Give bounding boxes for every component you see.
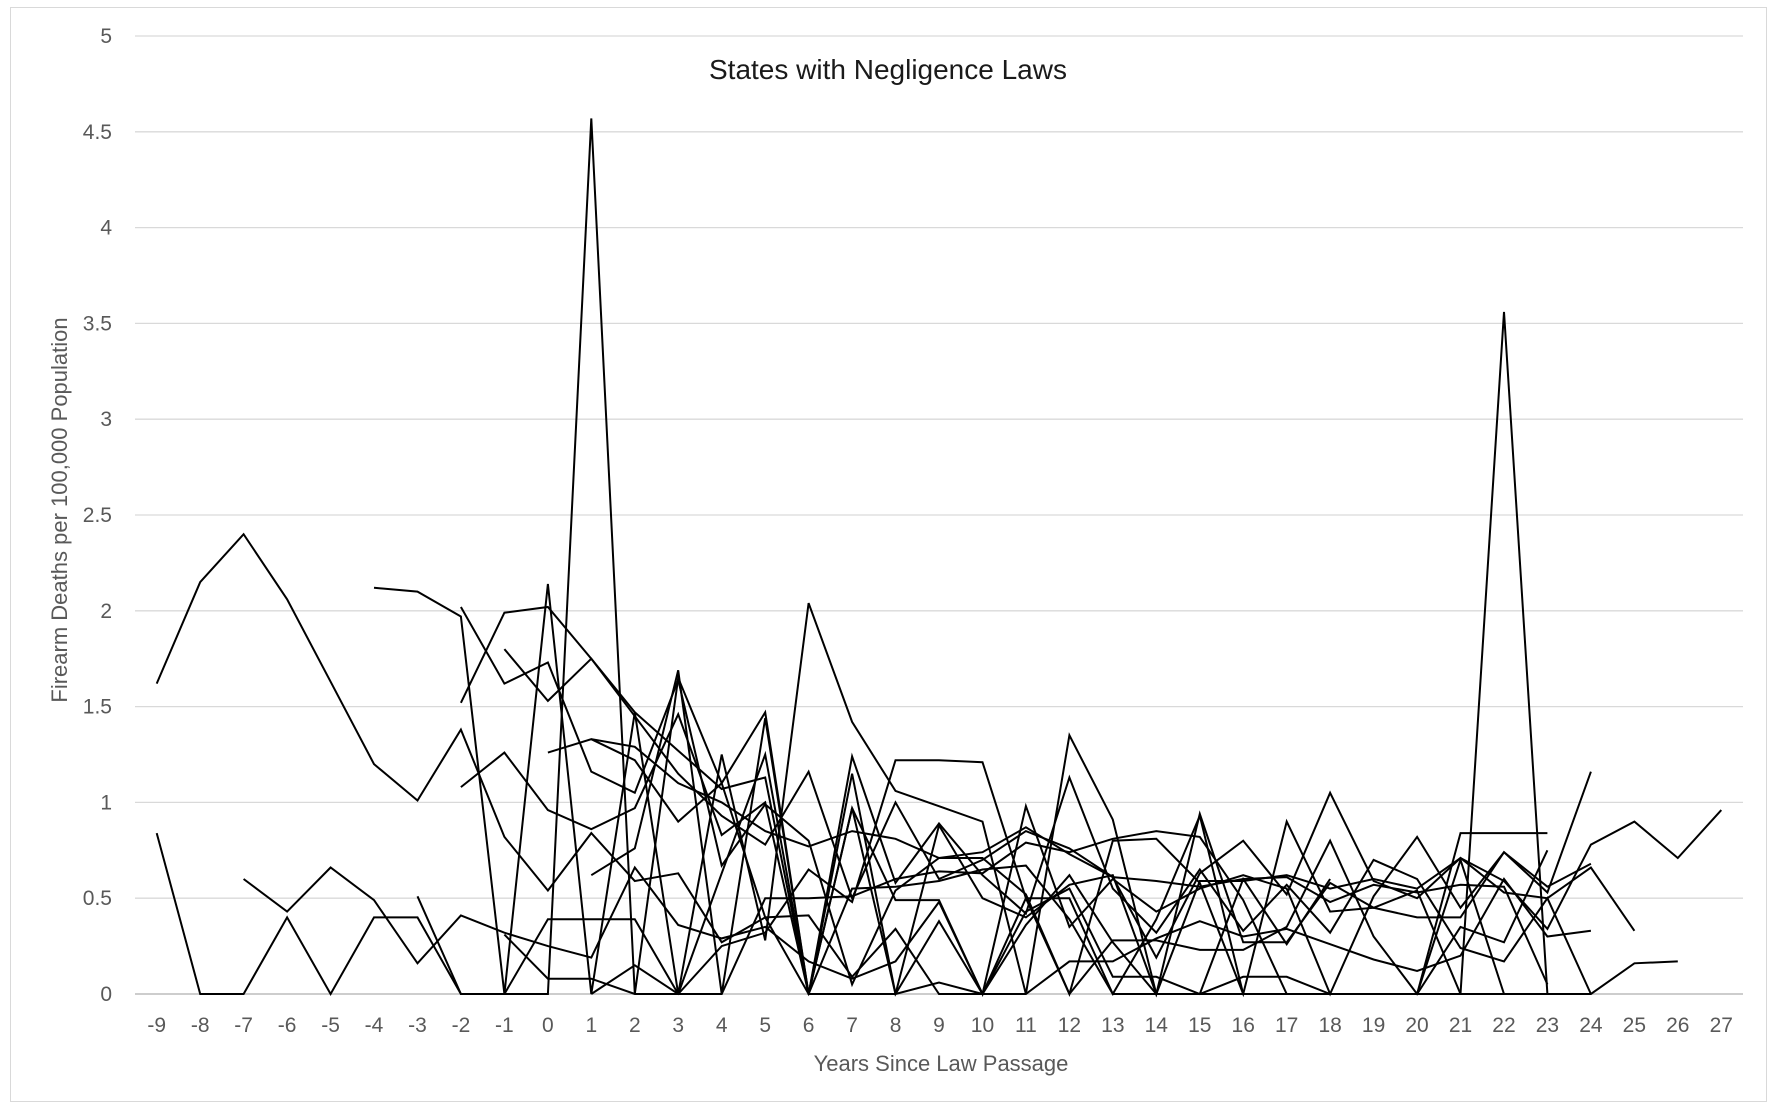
x-tick-label: 17	[1275, 1014, 1298, 1037]
series-line-9	[503, 648, 1592, 995]
x-tick-label: -3	[408, 1014, 427, 1037]
y-tick-label: 5	[100, 25, 112, 48]
y-tick-label: 3	[100, 408, 112, 431]
series-line-2	[155, 311, 1549, 997]
series-line-8	[460, 711, 1592, 998]
x-tick-label: 12	[1058, 1014, 1081, 1037]
x-tick-label: -1	[495, 1014, 514, 1037]
series-lines	[155, 118, 1723, 998]
x-tick-label: 2	[629, 1014, 641, 1037]
x-tick-label: 26	[1666, 1014, 1689, 1037]
x-tick-label: 0	[542, 1014, 554, 1037]
x-tick-labels: -9 -8 -7 -6 -5 -4 -3 -2 -1 0 1 2 3 4 5 6 7 8 9 10 11 12 13 14 15…	[147, 1014, 1733, 1037]
x-tick-label: 9	[933, 1014, 945, 1037]
x-tick-label: -5	[321, 1014, 340, 1037]
x-tick-label: 11	[1015, 1014, 1037, 1037]
y-tick-label: 4.5	[83, 121, 112, 144]
series-line-14	[590, 738, 1548, 997]
x-tick-label: -8	[191, 1014, 210, 1037]
x-tick-label: 25	[1623, 1014, 1646, 1037]
series-line-10	[547, 738, 1549, 985]
y-tick-label: 2	[100, 600, 112, 623]
x-tick-label: 1	[585, 1014, 597, 1037]
gridlines	[135, 35, 1743, 995]
x-tick-label: 13	[1101, 1014, 1124, 1037]
x-tick-label: 20	[1405, 1014, 1428, 1037]
x-tick-label: 10	[971, 1014, 994, 1037]
series-line-4	[373, 118, 1678, 998]
y-tick-labels: 0 0.5 1 1.5 2 2.5 3 3.5 4 4.5 5	[83, 25, 113, 1006]
x-tick-label: 24	[1579, 1014, 1603, 1037]
x-tick-label: 4	[716, 1014, 728, 1037]
x-tick-label: -6	[278, 1014, 297, 1037]
x-tick-label: 21	[1449, 1014, 1472, 1037]
y-tick-label: 0	[100, 983, 112, 1006]
series-line-11	[590, 669, 1549, 997]
y-tick-label: 2.5	[83, 504, 112, 527]
x-tick-label: 14	[1145, 1014, 1169, 1037]
x-tick-label: 18	[1318, 1014, 1341, 1037]
y-tick-label: 4	[100, 217, 112, 240]
x-tick-label: 6	[803, 1014, 815, 1037]
y-axis-title: Firearm Deaths per 100,000 Population	[47, 317, 72, 702]
y-tick-label: 3.5	[83, 312, 112, 335]
x-tick-label: 8	[890, 1014, 902, 1037]
x-tick-label: -7	[234, 1014, 253, 1037]
x-tick-label: 5	[759, 1014, 771, 1037]
series-line-13	[503, 750, 1331, 996]
series-line-7	[460, 606, 1592, 998]
x-tick-label: -9	[147, 1014, 166, 1037]
y-tick-label: 0.5	[83, 887, 112, 910]
x-tick-label: 23	[1536, 1014, 1559, 1037]
x-tick-label: 19	[1362, 1014, 1385, 1037]
x-tick-label: 16	[1232, 1014, 1255, 1037]
y-tick-label: 1	[100, 791, 112, 814]
chart-frame	[10, 7, 1767, 1102]
chart-title: States with Negligence Laws	[709, 54, 1067, 85]
series-line-1	[155, 532, 1548, 996]
x-tick-label: 7	[846, 1014, 858, 1037]
x-tick-label: 27	[1710, 1014, 1733, 1037]
series-line-3	[243, 865, 1592, 995]
x-tick-label: 22	[1492, 1014, 1515, 1037]
x-tick-label: 15	[1188, 1014, 1211, 1037]
x-tick-label: -2	[452, 1014, 471, 1037]
x-tick-label: -4	[365, 1014, 384, 1037]
x-axis-title: Years Since Law Passage	[814, 1051, 1069, 1076]
y-tick-label: 1.5	[83, 696, 112, 719]
x-tick-label: 3	[672, 1014, 684, 1037]
